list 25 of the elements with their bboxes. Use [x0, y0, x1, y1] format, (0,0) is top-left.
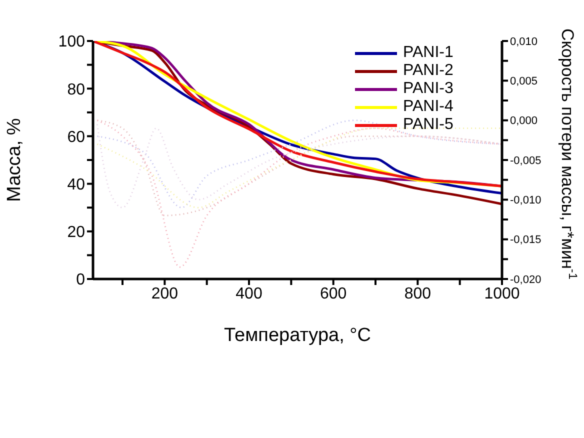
y-tick-label: 20: [67, 224, 86, 242]
legend-label: PANI-3: [403, 80, 454, 98]
x-tick-label: 600: [320, 285, 347, 302]
x-axis-title: Температура, °C: [224, 325, 371, 346]
legend-label: PANI-4: [403, 98, 454, 116]
y2-tick-label: 0,000: [510, 115, 538, 128]
y2-tick-label: -0,020: [510, 274, 542, 286]
y2-tick-label: -0,005: [510, 154, 542, 167]
legend-label: PANI-1: [403, 44, 454, 62]
x-tick-label: 1000: [484, 285, 520, 302]
x-tick-label: 400: [236, 285, 262, 302]
x-tick-label: 800: [404, 285, 432, 302]
y-tick-label: 0: [76, 272, 86, 289]
y2-tick-label: 0,005: [510, 76, 538, 88]
y-tick-label: 40: [67, 176, 86, 194]
y-tick-label: 100: [58, 34, 86, 51]
legend-label: PANI-5: [403, 116, 454, 134]
y2-tick-label: -0,010: [510, 194, 542, 207]
y-tick-label: 80: [67, 81, 86, 98]
y2-tick-label: -0,015: [510, 234, 542, 246]
legend-label: PANI-2: [403, 62, 454, 80]
x-tick-label: 200: [151, 285, 178, 302]
y2-tick-label: 0,010: [510, 36, 538, 48]
y-axis-title: Масса, %: [4, 118, 25, 202]
y-tick-label: 60: [67, 128, 86, 146]
